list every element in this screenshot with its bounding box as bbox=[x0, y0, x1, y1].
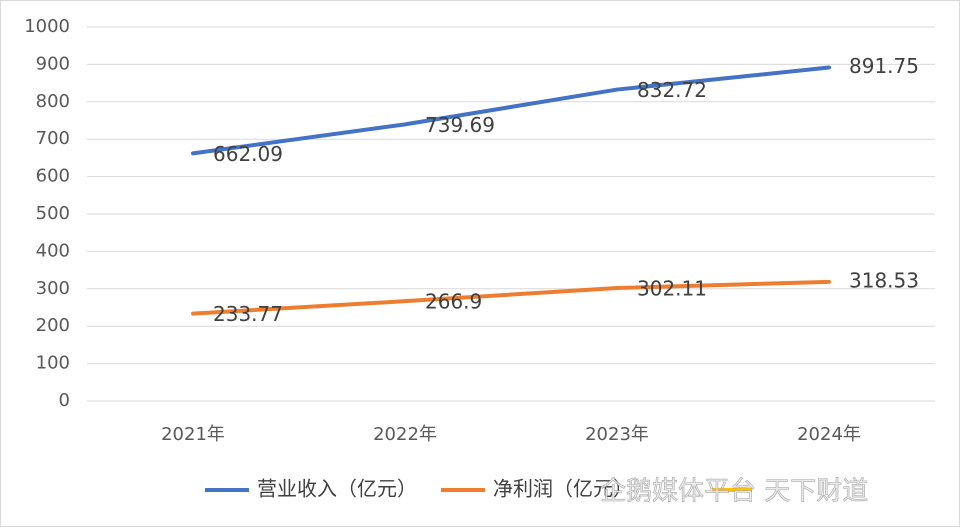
value-label: 832.72 bbox=[637, 78, 707, 102]
x-tick-label: 2023年 bbox=[585, 424, 649, 445]
value-label: 302.11 bbox=[637, 277, 707, 301]
legend: 营业收入（亿元） 净利润（亿元） bbox=[205, 477, 633, 501]
y-tick-label: 800 bbox=[36, 91, 70, 112]
labels: 662.09 739.69 832.72 891.75 233.77 266.9 302.1… bbox=[213, 54, 919, 326]
series-line bbox=[191, 279, 831, 316]
series-line bbox=[191, 65, 831, 156]
value-label: 266.9 bbox=[425, 290, 482, 314]
y-tick-label: 700 bbox=[36, 128, 70, 149]
x-tick-label: 2022年 bbox=[373, 424, 437, 445]
watermark: 企鹅媒体平台 天下财道 bbox=[600, 477, 868, 507]
x-tick-label: 2024年 bbox=[797, 424, 861, 445]
y-tick-label: 400 bbox=[36, 240, 70, 261]
y-tick-label: 0 bbox=[59, 390, 70, 411]
value-label: 318.53 bbox=[849, 268, 919, 292]
legend-label: 营业收入（亿元） bbox=[257, 477, 417, 501]
y-tick-label: 500 bbox=[36, 203, 70, 224]
y-tick-label: 900 bbox=[36, 53, 70, 74]
y-tick-label: 600 bbox=[36, 166, 70, 187]
value-label: 891.75 bbox=[849, 54, 919, 78]
legend-label: 净利润（亿元） bbox=[493, 477, 633, 501]
grid: 0 100 200 300 400 500 600 700 800 900 1000 2021年 202… bbox=[24, 16, 935, 445]
y-tick-label: 100 bbox=[36, 353, 70, 374]
y-tick-label: 300 bbox=[36, 278, 70, 299]
value-label: 739.69 bbox=[425, 113, 495, 137]
value-label: 233.77 bbox=[213, 302, 283, 326]
y-tick-label: 200 bbox=[36, 315, 70, 336]
lines bbox=[191, 65, 831, 316]
y-tick-label: 1000 bbox=[24, 16, 70, 37]
value-label: 662.09 bbox=[213, 142, 283, 166]
x-tick-label: 2021年 bbox=[161, 424, 225, 445]
